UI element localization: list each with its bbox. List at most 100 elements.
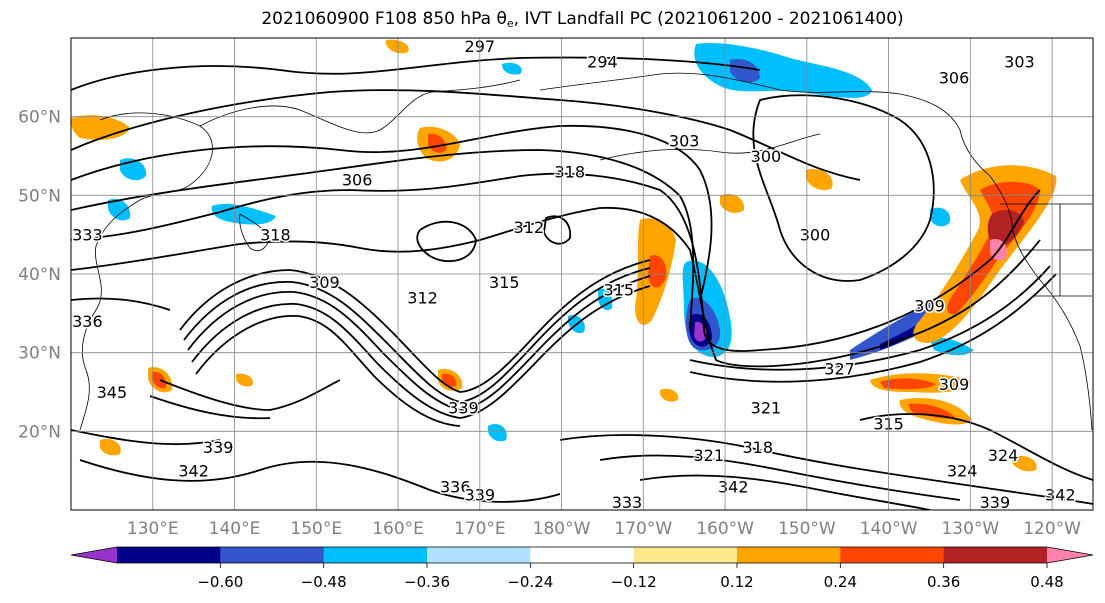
colorbar-bin [943, 547, 1048, 563]
colorbar-extension-high [1047, 547, 1093, 563]
colorbar-bin [737, 547, 841, 563]
shade-region [488, 423, 507, 442]
contour-label: 318 [743, 438, 774, 457]
contour-line [71, 149, 695, 331]
contour-label: 318 [554, 163, 585, 182]
colorbar-bin [323, 547, 428, 563]
shade-region [108, 198, 131, 221]
contour-closed [543, 215, 572, 245]
contour-line [71, 206, 1041, 368]
colorbar-tick-label: −0.36 [404, 573, 450, 591]
lon-label: 150°W [778, 519, 836, 539]
shade-region [502, 62, 522, 75]
contour-label: 333 [72, 226, 103, 245]
contour-label: 312 [407, 289, 438, 308]
colorbar-tick-label: 0.24 [824, 573, 857, 591]
contour-label: 327 [824, 359, 855, 378]
contour-line [159, 379, 341, 411]
lat-label: 60°N [18, 108, 61, 128]
shade-region [660, 388, 679, 402]
contour-label: 342 [1045, 485, 1076, 504]
coastline-japan [239, 213, 271, 252]
contour-label: 306 [939, 68, 970, 87]
lon-label: 130°W [941, 519, 999, 539]
colorbar-bin [117, 547, 221, 563]
shade-region [1012, 455, 1037, 472]
contour-label: 315 [604, 281, 635, 300]
contour-label: 318 [260, 226, 291, 245]
lon-label: 170°W [614, 519, 672, 539]
shade-region [908, 403, 956, 419]
colorbar-bin [840, 547, 945, 563]
contour-label: 324 [947, 462, 978, 481]
colorbar-tick-label: −0.24 [507, 573, 553, 591]
lat-label: 40°N [18, 265, 61, 285]
shade-region [930, 207, 951, 227]
colorbar-bin [427, 547, 531, 563]
contour-label: 306 [342, 171, 373, 190]
graticule [71, 38, 1093, 510]
map-title: 2021060900 F108 850 hPa θe, IVT Landfall… [0, 9, 1105, 30]
coastline-siberia [199, 79, 521, 134]
shade-region [648, 255, 667, 288]
contour-label: 339 [448, 399, 479, 418]
title-suffix: , IVT Landfall PC (2021061200 - 20210614… [513, 9, 904, 29]
coastline-aleutians [599, 133, 821, 161]
contour-label: 303 [669, 131, 700, 150]
lon-label: 160°W [696, 519, 754, 539]
lon-label: 140°W [860, 519, 918, 539]
contour-label: 333 [612, 493, 643, 512]
contour-closed [752, 94, 935, 282]
contour-label: 321 [693, 446, 724, 465]
contour-label: 324 [988, 446, 1019, 465]
contour-label: 309 [309, 273, 340, 292]
contour-label: 339 [980, 493, 1011, 512]
contour-line [559, 434, 1093, 505]
colorbar-tick-label: 0.48 [1030, 573, 1063, 591]
contour-label: 300 [751, 147, 782, 166]
contour-line [599, 454, 961, 501]
longitude-labels: 130°E 140°E 150°E 160°E 170°E 180°W 170°W 160°W… [127, 519, 1081, 539]
contour-line [71, 429, 221, 446]
colorbar-bin [220, 547, 325, 563]
coastline-north-america [989, 175, 1093, 431]
contour-label: 312 [514, 218, 545, 237]
latitude-labels: 60°N 50°N 40°N 30°N 20°N [18, 108, 61, 443]
contour-label: 342 [718, 477, 749, 496]
colorbar-bin [530, 547, 635, 563]
contour-label: 294 [587, 53, 618, 72]
contour-label: 336 [440, 477, 471, 496]
colorbar-tick-label: 0.12 [720, 573, 753, 591]
shade-region [100, 438, 121, 456]
lon-label: 130°E [127, 519, 179, 539]
coastline-alaska [539, 72, 991, 177]
shade-region [720, 193, 745, 213]
contour-line [79, 459, 561, 503]
lon-label: 170°E [454, 519, 506, 539]
lon-label: 120°W [1023, 519, 1081, 539]
shaded-anomalies [71, 39, 1057, 472]
contour-label: 345 [97, 383, 128, 402]
colorbar-tick-label: −0.60 [197, 573, 243, 591]
colorbar-ticks: −0.60 −0.48 −0.36 −0.24 −0.12 0.12 0.24 0.36 0.4… [197, 563, 1064, 591]
contour-label: 342 [178, 462, 209, 481]
contour-line [183, 267, 651, 403]
borders [1000, 203, 1092, 297]
contour-line [71, 297, 171, 311]
shade-region [694, 42, 872, 98]
shade-region [152, 371, 167, 389]
shade-region [806, 168, 833, 191]
colorbar-tick-label: −0.12 [611, 573, 657, 591]
contour-label: 339 [203, 438, 234, 457]
lon-label: 140°E [209, 519, 261, 539]
contour-label: 309 [939, 375, 970, 394]
shade-region [880, 378, 936, 390]
colorbar-bins [71, 547, 1093, 563]
lat-label: 20°N [18, 422, 61, 442]
colorbar: −0.60 −0.48 −0.36 −0.24 −0.12 0.12 0.24 0.36 0.4… [70, 546, 1094, 591]
contour-line [71, 89, 861, 181]
lon-label: 180°W [533, 519, 591, 539]
contour-line [195, 315, 461, 427]
contour-label: 315 [489, 273, 520, 292]
